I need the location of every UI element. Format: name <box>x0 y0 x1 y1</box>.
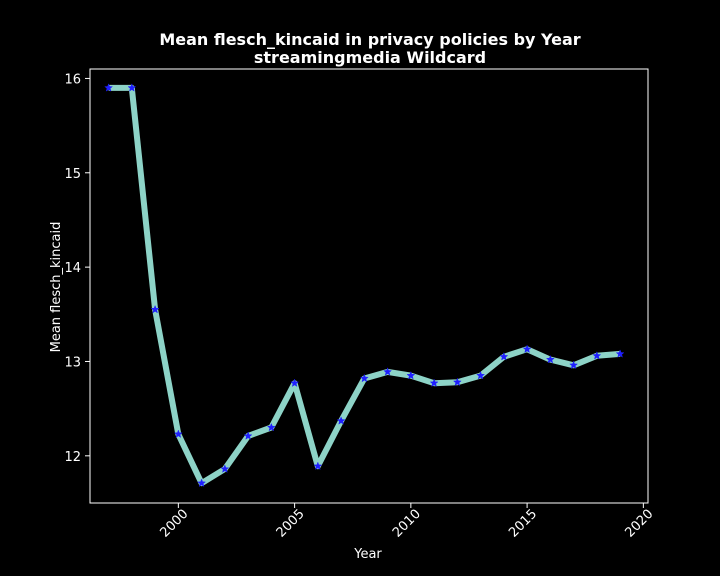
series-line <box>108 84 621 487</box>
data-point-marker <box>290 378 300 387</box>
x-tick-label: 2010 <box>390 507 424 541</box>
y-tick-label: 15 <box>64 167 81 182</box>
data-point-marker <box>383 367 393 376</box>
data-point-marker <box>243 431 253 440</box>
y-tick-label: 14 <box>64 261 81 276</box>
x-tick-label: 2015 <box>506 507 540 541</box>
series-layer <box>104 83 625 487</box>
data-point-marker <box>266 422 276 432</box>
x-tick-label: 2005 <box>274 507 308 541</box>
data-point-marker <box>336 416 346 425</box>
x-tick-label: 2000 <box>157 507 191 541</box>
chart-title-line1: Mean flesch_kincaid in privacy policies … <box>159 30 580 49</box>
x-axis-label: Year <box>353 547 382 562</box>
y-axis: 12 13 14 15 16 <box>64 72 90 465</box>
data-point-marker <box>104 83 114 92</box>
y-axis-label: Mean flesch_kincaid <box>49 222 64 353</box>
data-point-marker <box>615 349 625 358</box>
data-point-marker <box>499 352 509 361</box>
chart-title-line2: streamingmedia Wildcard <box>254 48 486 67</box>
data-point-marker <box>545 354 555 364</box>
data-point-marker <box>569 360 579 370</box>
data-point-marker <box>127 83 137 92</box>
data-point-marker <box>220 464 230 473</box>
data-point-marker <box>522 344 532 354</box>
data-point-marker <box>476 370 486 380</box>
x-tick-label: 2020 <box>622 507 656 541</box>
data-point-marker <box>592 351 602 360</box>
data-point-marker <box>429 378 439 387</box>
data-point-marker <box>197 478 207 487</box>
data-point-marker <box>173 429 183 438</box>
plot-frame <box>89 68 649 504</box>
data-point-marker <box>150 304 160 314</box>
data-point-marker <box>359 373 369 383</box>
x-axis: 2000 2005 2010 2015 2020 <box>157 503 656 541</box>
y-tick-label: 13 <box>64 355 81 370</box>
y-tick-label: 12 <box>64 450 81 465</box>
y-tick-label: 16 <box>64 72 81 87</box>
data-point-marker <box>313 461 323 471</box>
data-point-marker <box>406 370 416 380</box>
data-point-marker <box>452 377 462 387</box>
